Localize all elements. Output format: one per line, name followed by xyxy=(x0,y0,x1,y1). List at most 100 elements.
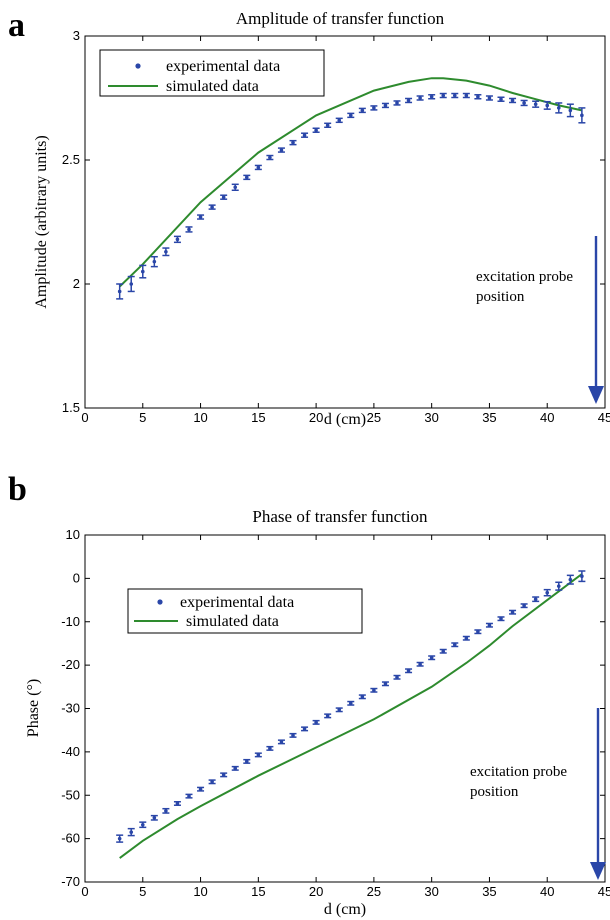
data-marker xyxy=(175,237,180,242)
experimental-data-point xyxy=(173,235,181,244)
simulated-data-line xyxy=(119,77,583,288)
data-marker xyxy=(117,289,122,294)
experimental-data-point xyxy=(162,247,170,257)
data-marker xyxy=(187,794,191,798)
excitation-probe-annotation: excitation probe position xyxy=(476,236,604,404)
experimental-data-point xyxy=(451,92,459,99)
experimental-data-point xyxy=(150,814,158,821)
data-marker xyxy=(556,106,561,110)
data-marker xyxy=(418,96,422,100)
annotation-line-1: excitation probe xyxy=(476,269,573,285)
data-marker xyxy=(487,623,492,628)
x-tick-label: 10 xyxy=(193,884,207,899)
experimental-data-point xyxy=(277,147,285,153)
data-marker xyxy=(337,708,342,712)
y-axis-label: Amplitude (arbitrary units) xyxy=(33,135,50,308)
y-tick-label: -70 xyxy=(61,874,80,889)
data-marker xyxy=(533,597,538,601)
data-marker xyxy=(187,227,191,232)
panel-b-letter: b xyxy=(8,471,27,508)
experimental-data-point xyxy=(231,765,239,771)
x-tick-label: 5 xyxy=(139,410,146,425)
data-marker xyxy=(452,642,457,647)
axis-ticks: 0 5 10 15 20 25 30 35 40 45 10 0 -10 -20 -30 -40 -50 -60 -… xyxy=(61,527,610,899)
experimental-data-point xyxy=(312,127,320,133)
data-marker xyxy=(476,629,480,634)
data-marker xyxy=(360,694,365,699)
data-series xyxy=(116,77,586,300)
experimental-data-point xyxy=(116,834,124,843)
experimental-data-point xyxy=(254,752,262,758)
experimental-data-point xyxy=(266,154,274,161)
data-marker xyxy=(256,753,261,757)
experimental-data-point xyxy=(509,97,517,104)
experimental-data-point xyxy=(370,105,378,111)
legend: experimental data simulated data xyxy=(127,588,363,634)
experimental-data-point xyxy=(485,622,493,628)
experimental-data-point xyxy=(451,642,459,648)
experimental-data-point xyxy=(578,570,586,583)
x-axis-label: d (cm) xyxy=(324,411,366,428)
experimental-data-point xyxy=(532,100,540,108)
annotation-line-2: position xyxy=(470,784,519,800)
panel-a-letter: a xyxy=(8,7,25,44)
x-tick-label: 30 xyxy=(424,410,438,425)
data-marker xyxy=(233,185,238,190)
experimental-data-point xyxy=(566,574,574,585)
data-marker xyxy=(129,830,134,834)
experimental-data-point xyxy=(520,603,528,609)
experimental-data-point xyxy=(497,96,505,102)
data-marker xyxy=(429,94,434,99)
experimental-data-point xyxy=(231,183,239,192)
legend-marker-experimental xyxy=(157,599,163,605)
x-axis-label: d (cm) xyxy=(324,901,366,918)
annotation-arrow-head xyxy=(590,862,606,880)
experimental-data-point xyxy=(439,648,447,654)
experimental-data-point xyxy=(185,226,193,233)
data-marker xyxy=(302,727,307,731)
experimental-data-point xyxy=(301,726,309,732)
data-marker xyxy=(533,102,538,106)
experimental-data-point xyxy=(243,758,251,764)
data-marker xyxy=(429,655,434,660)
data-marker xyxy=(256,165,261,170)
data-marker xyxy=(545,590,550,595)
data-marker xyxy=(129,282,134,286)
data-marker xyxy=(406,668,411,673)
plot-area-frame xyxy=(84,35,606,409)
x-tick-label: 15 xyxy=(251,410,265,425)
experimental-data-point xyxy=(428,94,436,100)
data-marker xyxy=(476,94,480,99)
experimental-data-point xyxy=(197,214,205,220)
plot-area-frame xyxy=(84,534,606,883)
x-tick-label: 45 xyxy=(598,410,610,425)
data-marker xyxy=(545,103,550,108)
y-tick-label: -40 xyxy=(61,744,80,759)
data-marker xyxy=(291,140,295,145)
data-marker xyxy=(221,773,226,777)
data-marker xyxy=(556,584,561,588)
excitation-probe-annotation: excitation probe position xyxy=(470,708,606,880)
legend-label-simulated: simulated data xyxy=(186,613,279,630)
annotation-line-1: excitation probe xyxy=(470,764,567,780)
x-tick-label: 40 xyxy=(540,884,554,899)
data-marker xyxy=(210,205,214,209)
x-tick-label: 30 xyxy=(424,884,438,899)
experimental-data-point xyxy=(139,264,147,279)
legend: experimental data simulated data xyxy=(99,49,325,97)
y-tick-label: 3 xyxy=(73,28,80,43)
data-marker xyxy=(117,836,122,841)
experimental-data-point xyxy=(566,103,574,118)
experimental-data-point xyxy=(428,655,436,661)
experimental-data-point xyxy=(335,707,343,713)
x-tick-label: 0 xyxy=(81,410,88,425)
panel-b-phase-chart: b Phase of transfer function 0 5 10 15 20 25 3… xyxy=(8,471,610,918)
data-marker xyxy=(568,577,573,582)
data-marker xyxy=(568,108,573,113)
experimental-data-point xyxy=(509,609,517,615)
data-marker xyxy=(314,720,318,725)
y-tick-label: -10 xyxy=(61,614,80,629)
experimental-data-point xyxy=(289,139,297,146)
data-marker xyxy=(522,101,526,105)
experimental-data-point xyxy=(439,92,447,99)
